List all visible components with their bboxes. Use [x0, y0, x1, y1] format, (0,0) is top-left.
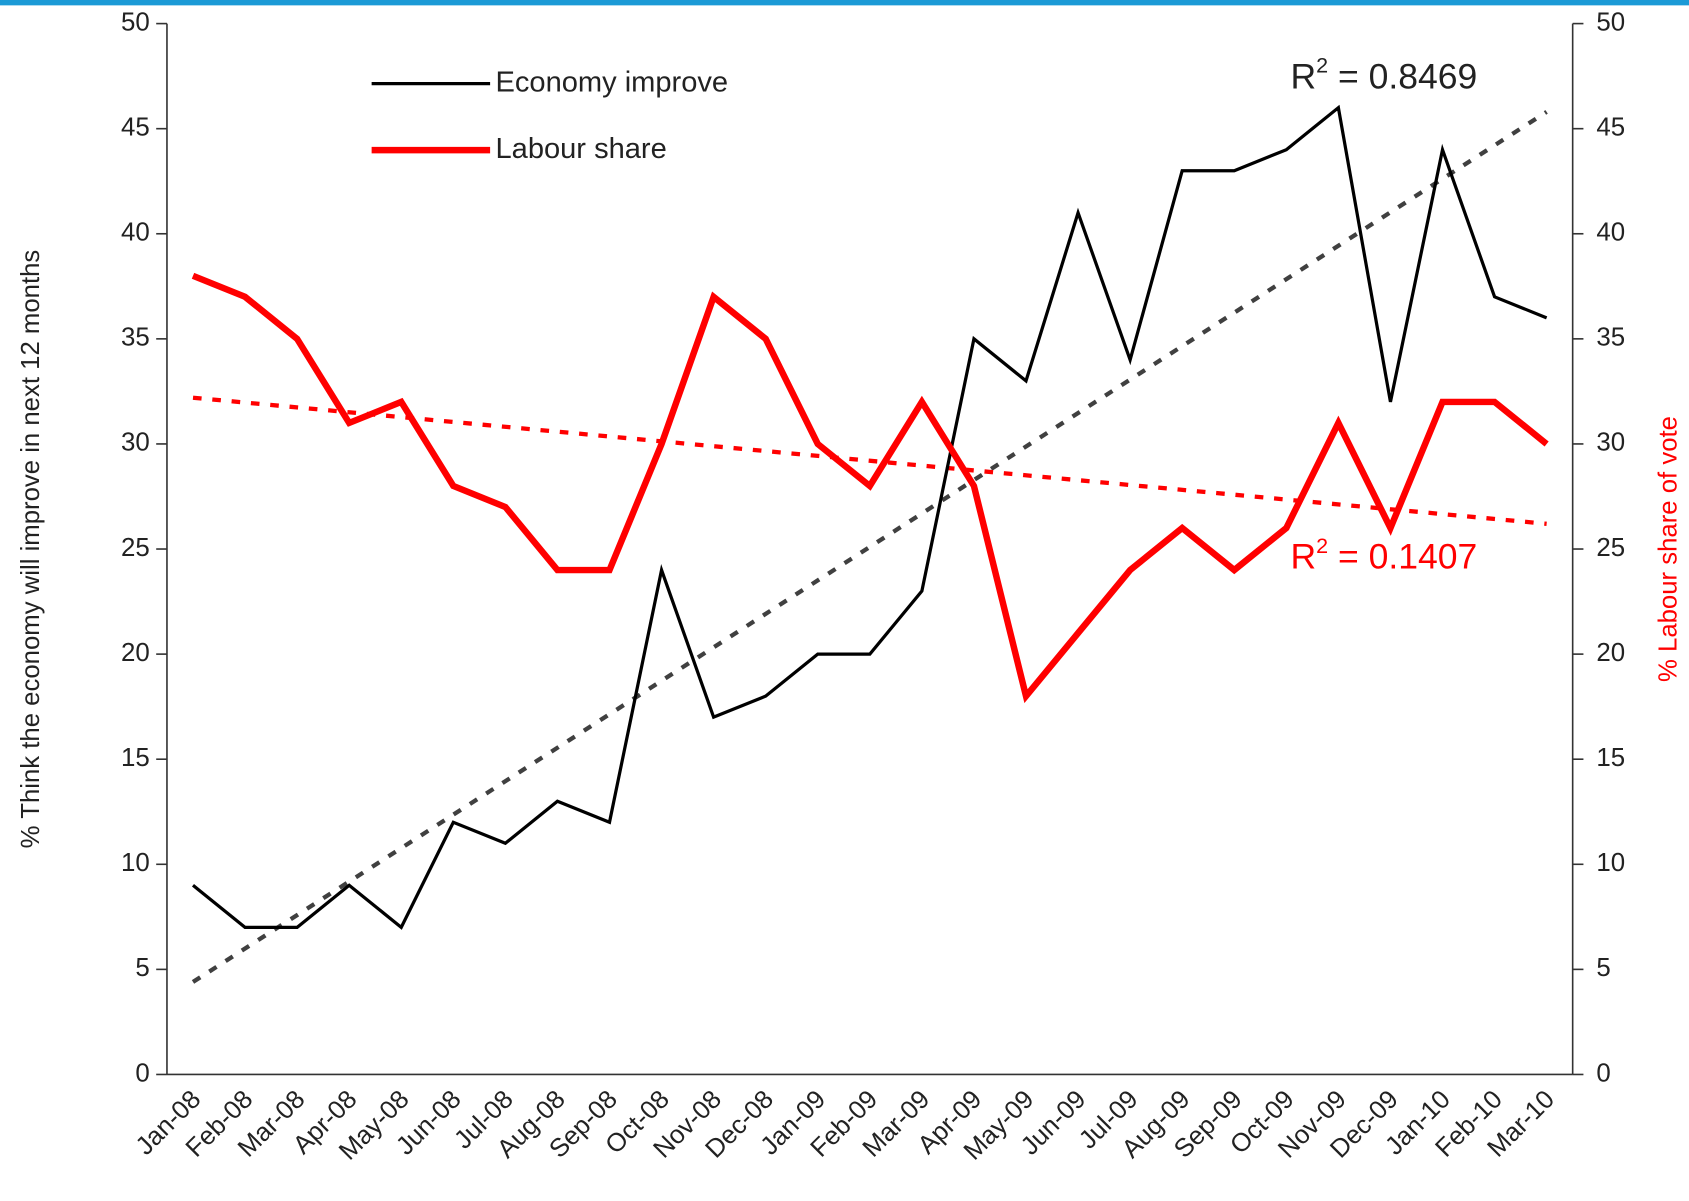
y-tick-label: 35 — [121, 324, 150, 352]
trendline — [191, 110, 1548, 984]
legend-label: Labour share — [495, 133, 666, 165]
y2-tick-label: 10 — [1596, 849, 1625, 877]
y-tick-label: 50 — [121, 8, 150, 36]
y2-tick-label: 20 — [1596, 639, 1625, 667]
r2-text: = 0.1407 — [1328, 537, 1477, 577]
y2-tick-label: 45 — [1596, 114, 1625, 142]
y2-tick-label: 5 — [1596, 954, 1610, 982]
y2-tick-label: 25 — [1596, 534, 1625, 562]
y-tick-label: 25 — [121, 534, 150, 562]
y2-tick-label: 30 — [1596, 429, 1625, 457]
y-tick-label: 30 — [121, 429, 150, 457]
series-line — [191, 104, 1548, 930]
y2-tick-label: 50 — [1596, 8, 1625, 36]
y2-axis-label: % Labour share of vote — [1654, 416, 1682, 682]
r2-text: = 0.8469 — [1328, 57, 1477, 97]
r2-base: R — [1290, 57, 1316, 97]
y-tick-label: 0 — [135, 1059, 149, 1087]
r2-sup: 2 — [1316, 534, 1328, 558]
y-tick-label: 40 — [121, 219, 150, 247]
legend-label: Economy improve — [495, 66, 728, 98]
y-tick-label: 5 — [135, 954, 149, 982]
r2-sup: 2 — [1316, 53, 1328, 77]
top-bar — [0, 0, 1689, 6]
y2-tick-label: 40 — [1596, 219, 1625, 247]
y-tick-label: 15 — [121, 744, 150, 772]
series-line — [191, 272, 1549, 704]
y2-tick-label: 15 — [1596, 744, 1625, 772]
y-tick-label: 10 — [121, 849, 150, 877]
r2-annotation: R2 = 0.8469 — [1290, 53, 1477, 96]
y-tick-label: 45 — [121, 114, 150, 142]
y-axis-label: % Think the economy will improve in next… — [17, 250, 45, 849]
trendline — [192, 395, 1547, 526]
r2-annotation: R2 = 0.1407 — [1290, 534, 1477, 577]
y-tick-label: 20 — [121, 639, 150, 667]
y2-tick-label: 0 — [1596, 1059, 1610, 1087]
r2-base: R — [1290, 537, 1316, 577]
y2-tick-label: 35 — [1596, 324, 1625, 352]
